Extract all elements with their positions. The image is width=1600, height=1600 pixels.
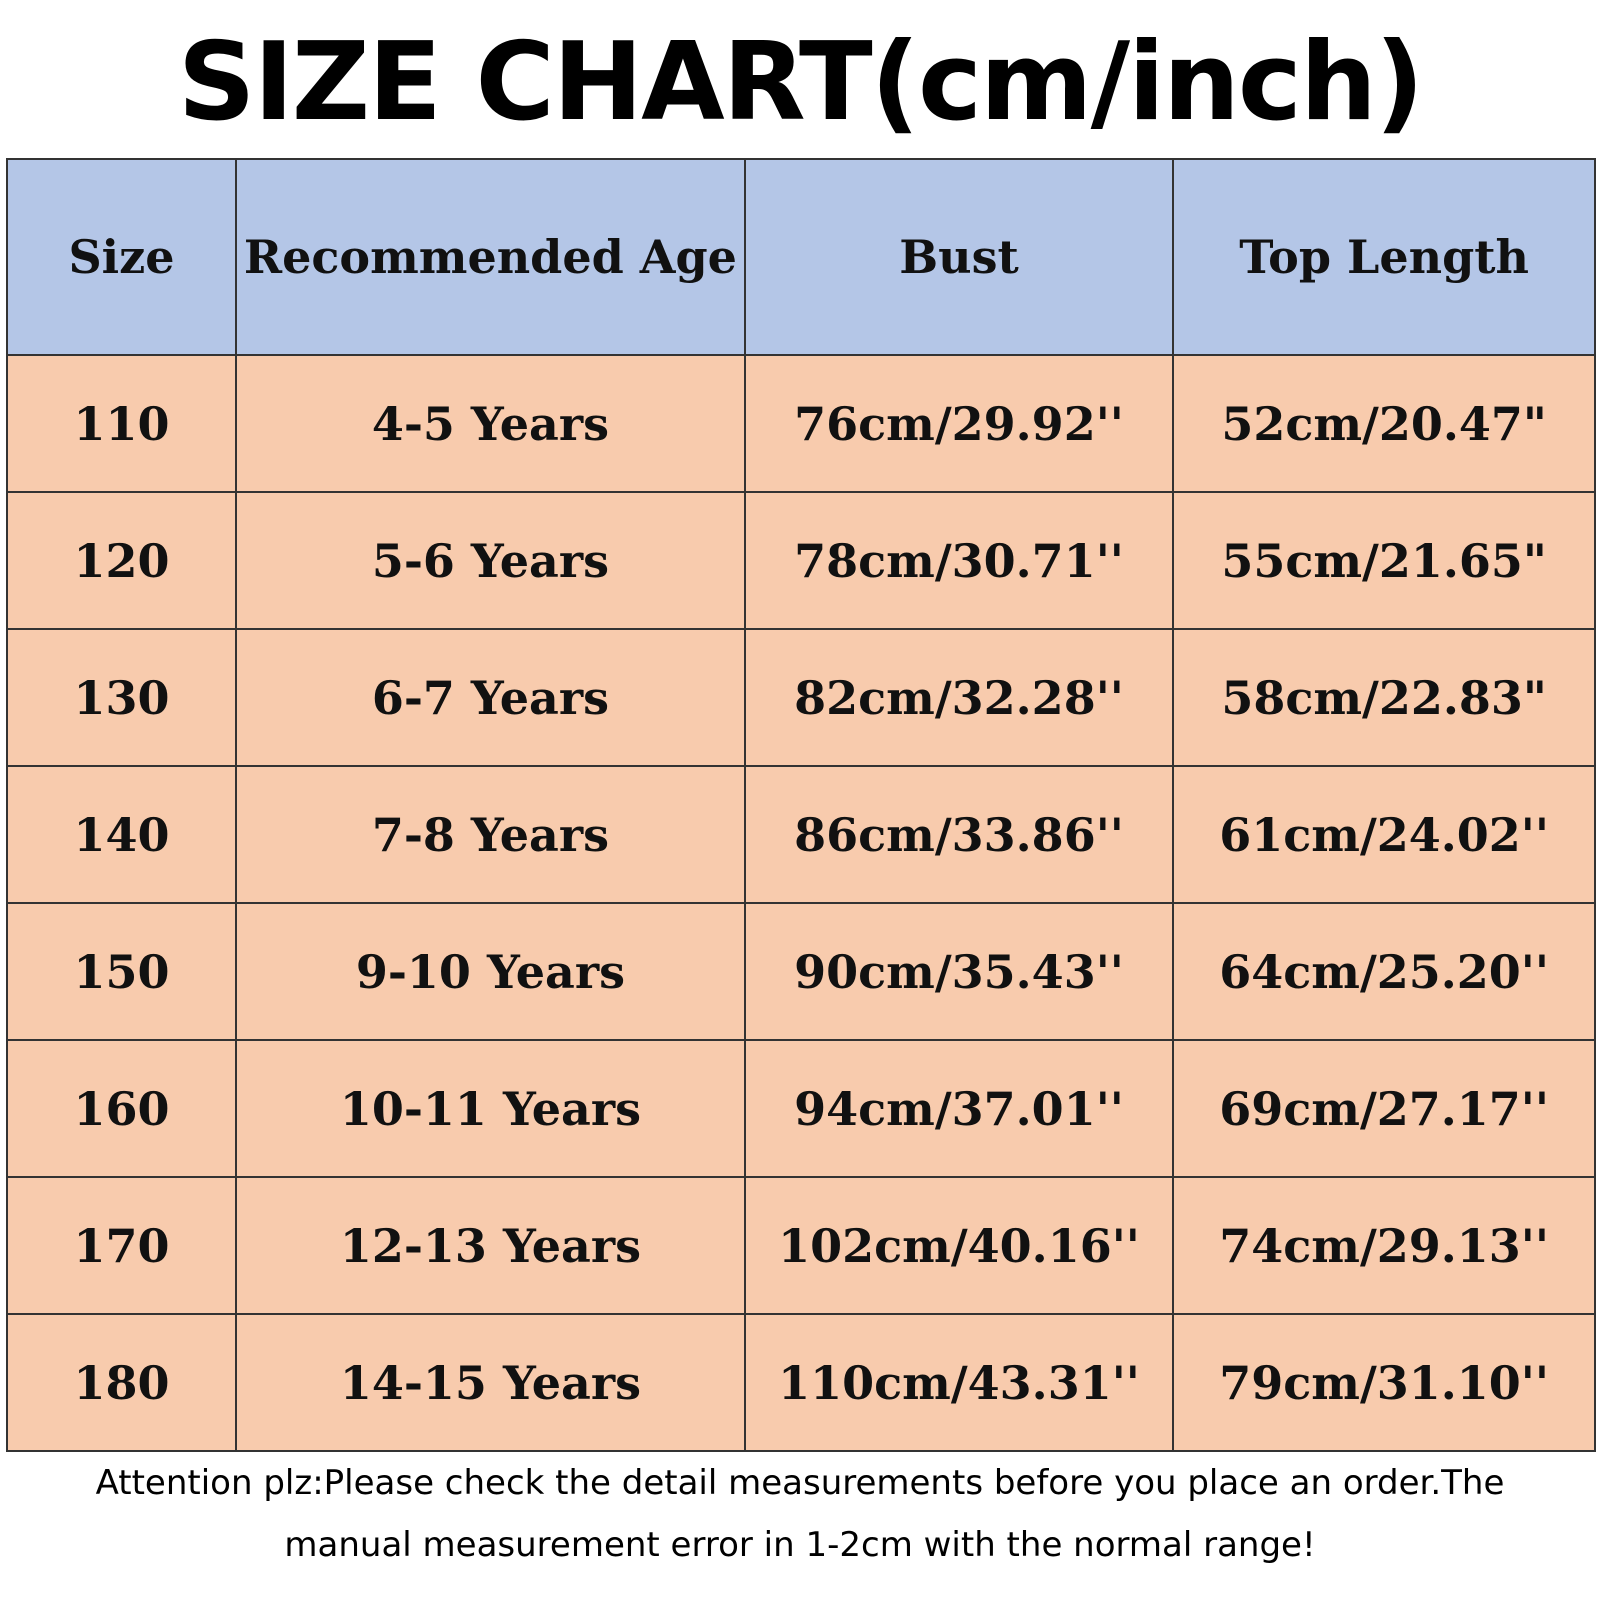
table-row: 170 12-13 Years 102cm/40.16'' 74cm/29.13'' (6, 1176, 1596, 1315)
table-cell: 61cm/24.02'' (1172, 765, 1596, 904)
table-cell: 180 (6, 1313, 237, 1452)
table-cell: 150 (6, 902, 237, 1041)
table-cell: 9-10 Years (234, 902, 746, 1041)
title: SIZE CHART(cm/inch) (177, 20, 1424, 145)
column-header: Top Length (1172, 158, 1596, 356)
table-cell: 69cm/27.17'' (1172, 1039, 1596, 1178)
table-row: 130 6-7 Years 82cm/32.28'' 58cm/22.83" (6, 628, 1596, 767)
table-cell: 110 (6, 354, 237, 493)
table-cell: 90cm/35.43'' (743, 902, 1175, 1041)
table-cell: 130 (6, 628, 237, 767)
column-header: Recommended Age (234, 158, 746, 356)
footer-note: Attention plz:Please check the detail me… (95, 1463, 1505, 1565)
table-cell: 74cm/29.13'' (1172, 1176, 1596, 1315)
table-cell: 82cm/32.28'' (743, 628, 1175, 767)
table-row: 140 7-8 Years 86cm/33.86'' 61cm/24.02'' (6, 765, 1596, 904)
table-row: 120 5-6 Years 78cm/30.71'' 55cm/21.65" (6, 491, 1596, 630)
table-cell: 55cm/21.65" (1172, 491, 1596, 630)
table-row: 150 9-10 Years 90cm/35.43'' 64cm/25.20'' (6, 902, 1596, 1041)
table-cell: 140 (6, 765, 237, 904)
table-cell: 110cm/43.31'' (743, 1313, 1175, 1452)
table-row: 180 14-15 Years 110cm/43.31'' 79cm/31.10'' (6, 1313, 1596, 1452)
table-cell: 14-15 Years (234, 1313, 746, 1452)
table-cell: 12-13 Years (234, 1176, 746, 1315)
table-cell: 76cm/29.92'' (743, 354, 1175, 493)
table-body: 110 4-5 Years 76cm/29.92'' 52cm/20.47" 120 5-… (6, 354, 1596, 1452)
table-cell: 94cm/37.01'' (743, 1039, 1175, 1178)
table-cell: 4-5 Years (234, 354, 746, 493)
table-cell: 7-8 Years (234, 765, 746, 904)
table-cell: 6-7 Years (234, 628, 746, 767)
table-cell: 86cm/33.86'' (743, 765, 1175, 904)
size-table: Size Recommended Age Bust Top Length 110 4-5… (6, 158, 1596, 1452)
table-row: 160 10-11 Years 94cm/37.01'' 69cm/27.17'' (6, 1039, 1596, 1178)
table-row: 110 4-5 Years 76cm/29.92'' 52cm/20.47" (6, 354, 1596, 493)
header-row: Size Recommended Age Bust Top Length (6, 158, 1596, 356)
table-cell: 79cm/31.10'' (1172, 1313, 1596, 1452)
table-cell: 78cm/30.71'' (743, 491, 1175, 630)
table-cell: 160 (6, 1039, 237, 1178)
table-cell: 52cm/20.47" (1172, 354, 1596, 493)
column-header: Bust (743, 158, 1175, 356)
table-cell: 120 (6, 491, 237, 630)
table-cell: 64cm/25.20'' (1172, 902, 1596, 1041)
table-cell: 102cm/40.16'' (743, 1176, 1175, 1315)
table-cell: 10-11 Years (234, 1039, 746, 1178)
column-header: Size (6, 158, 237, 356)
table-cell: 170 (6, 1176, 237, 1315)
table-cell: 58cm/22.83" (1172, 628, 1596, 767)
table-cell: 5-6 Years (234, 491, 746, 630)
